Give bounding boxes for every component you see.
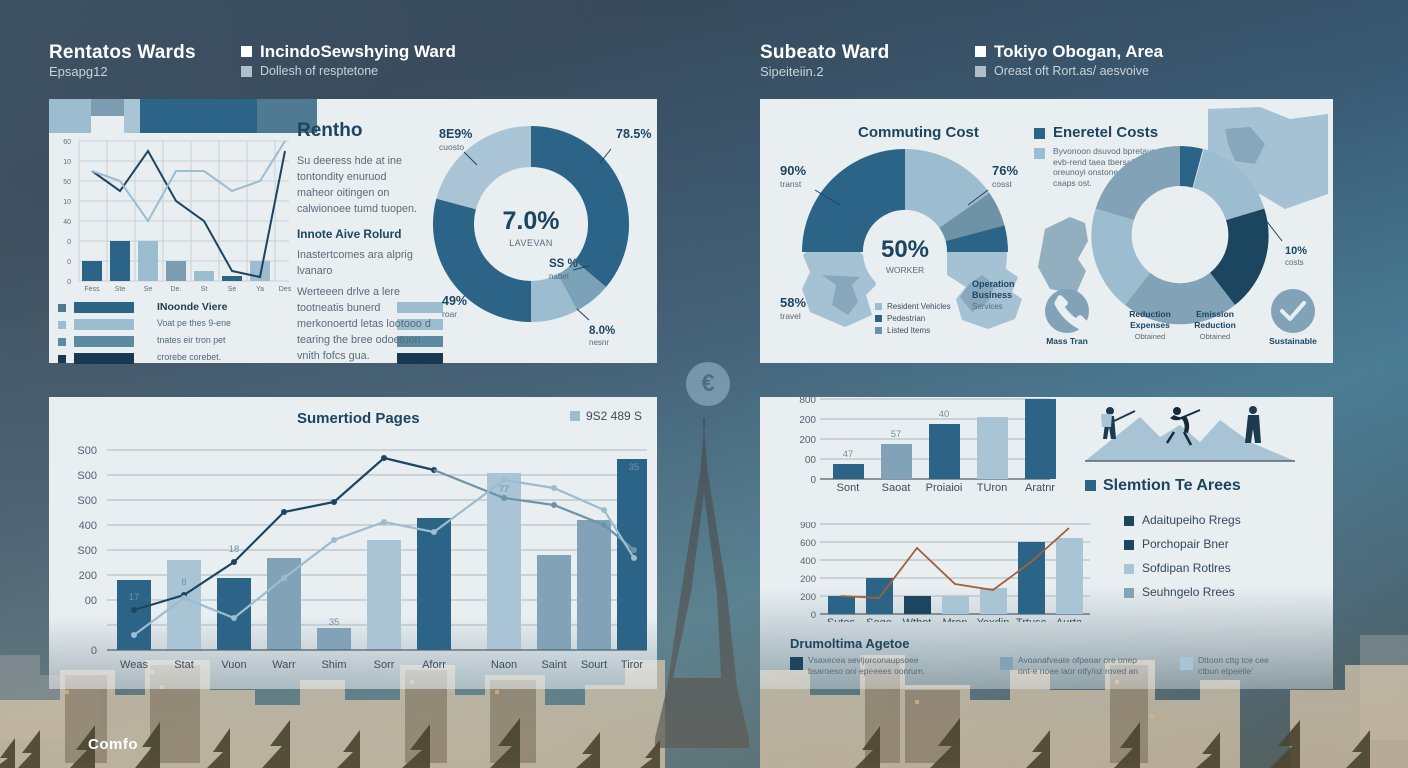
svg-text:Sustainable: Sustainable [1269,336,1317,346]
svg-text:35: 35 [629,462,640,473]
svg-text:200: 200 [799,415,816,426]
svg-text:200: 200 [79,570,97,582]
svg-text:cosst: cosst [992,179,1012,189]
svg-text:00: 00 [805,455,817,466]
svg-text:Business: Business [972,290,1012,300]
svg-text:LAVEVAN: LAVEVAN [509,238,553,248]
svg-text:SS %: SS % [549,258,578,270]
svg-text:00: 00 [85,595,97,607]
svg-text:S00: S00 [77,545,97,557]
svg-text:Operation: Operation [972,279,1015,289]
svg-text:18: 18 [229,544,240,555]
svg-text:nesnr: nesnr [589,338,609,347]
svg-text:WORKER: WORKER [886,265,924,275]
svg-text:200: 200 [800,592,816,603]
svg-text:nabet: nabet [549,272,570,281]
svg-text:cuosto: cuosto [439,142,464,152]
svg-text:Aforr: Aforr [422,659,446,671]
svg-text:47: 47 [843,449,854,460]
svg-text:Emission: Emission [1196,309,1234,319]
svg-text:Resident Vehicles: Resident Vehicles [887,302,951,311]
svg-text:0: 0 [810,475,816,486]
svg-text:0: 0 [91,645,97,657]
svg-text:58%: 58% [780,295,806,310]
svg-text:Saint: Saint [541,659,566,671]
svg-text:40: 40 [939,409,950,420]
svg-text:Reduction: Reduction [1129,309,1171,319]
svg-text:Services: Services [972,302,1003,311]
svg-text:Vuon: Vuon [221,659,246,671]
svg-text:Mass Tran: Mass Tran [1046,336,1088,346]
svg-text:S00: S00 [77,470,97,482]
svg-text:50%: 50% [881,236,929,263]
svg-text:8: 8 [181,577,186,588]
svg-text:8.0%: 8.0% [589,325,615,337]
svg-text:Wtbot: Wtbot [903,617,932,622]
svg-text:Reduction: Reduction [1194,320,1236,330]
svg-text:7.0%: 7.0% [503,207,560,235]
svg-text:Proiaioi: Proiaioi [926,482,963,492]
svg-text:Saoat: Saoat [882,482,911,492]
svg-text:400: 400 [79,520,97,532]
svg-text:90%: 90% [780,163,806,178]
svg-text:Sont: Sont [837,482,860,492]
svg-text:Naon: Naon [491,659,517,671]
svg-text:roar: roar [442,309,457,319]
svg-text:200: 200 [800,574,816,585]
svg-text:Sege: Sege [866,617,892,622]
svg-text:Yexdin: Yexdin [977,617,1010,622]
svg-text:Pedestrian: Pedestrian [887,314,925,323]
svg-text:Obtained: Obtained [1135,332,1165,341]
svg-text:49%: 49% [442,294,467,308]
svg-text:10%: 10% [1285,245,1307,257]
svg-text:0: 0 [811,610,816,621]
svg-text:Aurta: Aurta [1056,617,1083,622]
svg-text:Sourt: Sourt [581,659,607,671]
svg-text:Sorr: Sorr [374,659,395,671]
svg-text:78.5%: 78.5% [616,127,651,141]
svg-text:Listed Items: Listed Items [887,326,930,335]
svg-text:800: 800 [799,397,816,406]
svg-text:57: 57 [891,429,902,440]
svg-text:Warr: Warr [272,659,296,671]
svg-text:Expenses: Expenses [1130,320,1170,330]
svg-text:S00: S00 [77,445,97,457]
svg-text:travel: travel [780,311,801,321]
svg-text:35: 35 [329,617,340,628]
svg-text:transt: transt [780,179,802,189]
svg-text:Aratnr: Aratnr [1025,482,1055,492]
svg-text:Mron: Mron [942,617,967,622]
svg-text:77: 77 [499,484,510,495]
svg-text:8E9%: 8E9% [439,127,472,141]
svg-text:76%: 76% [992,163,1018,178]
svg-text:S00: S00 [77,495,97,507]
svg-text:600: 600 [800,538,816,549]
svg-text:Obtained: Obtained [1200,332,1230,341]
svg-text:17: 17 [129,592,140,603]
svg-text:costs: costs [1285,258,1304,267]
svg-text:200: 200 [799,435,816,446]
svg-text:Shim: Shim [321,659,346,671]
svg-text:Weas: Weas [120,659,148,671]
svg-text:400: 400 [800,556,816,567]
svg-text:Stat: Stat [174,659,194,671]
svg-text:TUron: TUron [977,482,1008,492]
svg-text:Tiror: Tiror [621,659,644,671]
svg-text:900: 900 [800,522,816,531]
svg-text:Trtusc: Trtusc [1016,617,1047,622]
svg-text:Sutos: Sutos [827,617,856,622]
